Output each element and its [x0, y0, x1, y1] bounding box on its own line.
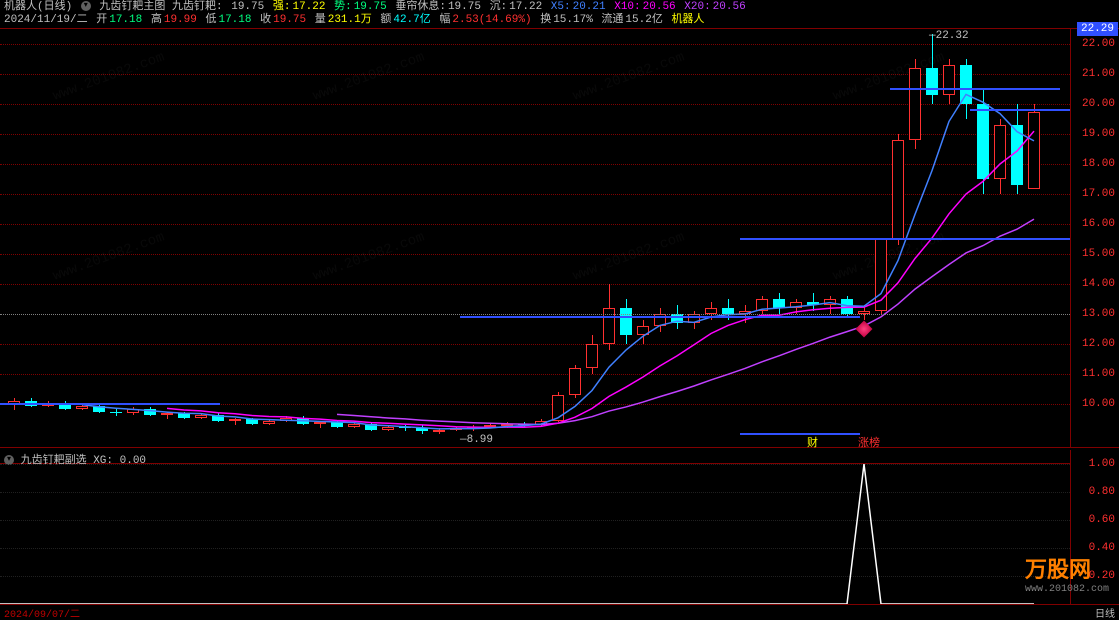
header-info: 机器人(日线) ▾ 九齿钉耙主图 九齿钉耙: 19.75 强:17.22 势:1…	[0, 0, 1119, 28]
yaxis-tick: 18.00	[1082, 158, 1115, 170]
candle[interactable]	[127, 409, 139, 414]
yaxis-tick: 20.00	[1082, 98, 1115, 110]
candle[interactable]	[909, 68, 921, 140]
yaxis-tick: 13.00	[1082, 308, 1115, 320]
candle[interactable]	[637, 326, 649, 335]
volume-value: 231.1万	[328, 14, 372, 26]
sub-indicator-chart[interactable]	[0, 464, 1070, 604]
low-annotation: —8.99	[460, 434, 493, 446]
high-annotation: —22.32	[929, 30, 969, 42]
low-value: 17.18	[218, 14, 251, 26]
yaxis-tick: 21.00	[1082, 68, 1115, 80]
yaxis-tick: 15.00	[1082, 248, 1115, 260]
candle[interactable]	[756, 299, 768, 311]
yaxis-tick: 22.00	[1082, 38, 1115, 50]
candle[interactable]	[331, 422, 343, 427]
candle[interactable]	[977, 104, 989, 179]
candle[interactable]	[501, 424, 513, 426]
candle[interactable]	[314, 422, 326, 424]
sub-indicator-header: ▾ 九齿钉耙副选 XG: 0.00	[0, 450, 1070, 464]
candle[interactable]	[875, 239, 887, 311]
price-yaxis: 22.29 22.0021.0020.0019.0018.0017.0016.0…	[1070, 28, 1119, 448]
watermark-logo: 万股网 www.201082.com	[1025, 552, 1109, 595]
sub-yaxis-tick: 0.60	[1089, 514, 1115, 526]
candle[interactable]	[484, 425, 496, 427]
candle[interactable]	[144, 409, 156, 415]
candle[interactable]	[110, 412, 122, 414]
sub-yaxis-tick: 1.00	[1089, 458, 1115, 470]
candle[interactable]	[790, 302, 802, 308]
candle[interactable]	[467, 427, 479, 429]
date-label: 2024/11/19/二	[4, 14, 88, 26]
candle[interactable]	[518, 424, 530, 426]
candle[interactable]	[399, 427, 411, 429]
yaxis-tick: 19.00	[1082, 128, 1115, 140]
candle[interactable]	[382, 427, 394, 430]
candle[interactable]	[76, 406, 88, 409]
candle[interactable]	[263, 421, 275, 424]
candle[interactable]	[297, 418, 309, 424]
candle[interactable]	[229, 419, 241, 421]
candle[interactable]	[892, 140, 904, 239]
candle[interactable]	[161, 413, 173, 415]
high-value: 19.99	[164, 14, 197, 26]
candle[interactable]	[943, 65, 955, 95]
stock-name: 机器人	[671, 14, 704, 26]
change-value: 2.53(14.69%)	[452, 14, 531, 26]
candle[interactable]	[416, 428, 428, 431]
yaxis-tick: 17.00	[1082, 188, 1115, 200]
stock-title: 机器人(日线)	[4, 1, 72, 13]
yaxis-tick: 16.00	[1082, 218, 1115, 230]
float-value: 15.2亿	[625, 14, 662, 26]
indicator-toggle-icon[interactable]: ▾	[81, 1, 91, 11]
candle[interactable]	[280, 418, 292, 421]
indicator-name: 九齿钉耙主图 九齿钉耙:	[99, 1, 222, 13]
marker-cai: 财	[807, 434, 818, 450]
amount-value: 42.7亿	[393, 14, 430, 26]
candle[interactable]	[926, 68, 938, 95]
candle[interactable]	[586, 344, 598, 368]
yaxis-tick: 11.00	[1082, 368, 1115, 380]
candle[interactable]	[824, 299, 836, 305]
candle[interactable]	[620, 308, 632, 335]
candle[interactable]	[552, 395, 564, 421]
candle[interactable]	[348, 424, 360, 427]
candle[interactable]	[212, 415, 224, 421]
candle[interactable]	[178, 413, 190, 418]
sub-yaxis-tick: 0.80	[1089, 486, 1115, 498]
candle[interactable]	[365, 424, 377, 430]
close-value: 19.75	[273, 14, 306, 26]
yaxis-tick: 12.00	[1082, 338, 1115, 350]
candle[interactable]	[195, 415, 207, 418]
turnover-value: 15.17%	[553, 14, 593, 26]
candle[interactable]	[1028, 112, 1040, 189]
timeframe-label: 日线	[1095, 605, 1115, 620]
open-value: 17.18	[109, 14, 142, 26]
candle[interactable]	[841, 299, 853, 314]
time-axis-bar: 2024/09/07/二 日线	[0, 604, 1119, 615]
candle[interactable]	[93, 406, 105, 412]
candle[interactable]	[450, 428, 462, 430]
candlestick-chart[interactable]: www.201082.comwww.201082.comwww.201082.c…	[0, 28, 1070, 448]
candle[interactable]	[773, 299, 785, 308]
candle[interactable]	[1011, 125, 1023, 185]
date-range-start: 2024/09/07/二	[4, 610, 80, 620]
candle[interactable]	[994, 125, 1006, 179]
candle[interactable]	[433, 430, 445, 432]
candle[interactable]	[535, 421, 547, 426]
candle[interactable]	[246, 419, 258, 424]
last-price-badge: 22.29	[1077, 22, 1118, 36]
candle[interactable]	[960, 65, 972, 104]
marker-zhangting: 涨榜	[858, 434, 880, 450]
diamond-marker-icon	[856, 321, 873, 338]
yaxis-tick: 10.00	[1082, 398, 1115, 410]
yaxis-tick: 14.00	[1082, 278, 1115, 290]
candle[interactable]	[569, 368, 581, 395]
candle[interactable]	[807, 302, 819, 305]
